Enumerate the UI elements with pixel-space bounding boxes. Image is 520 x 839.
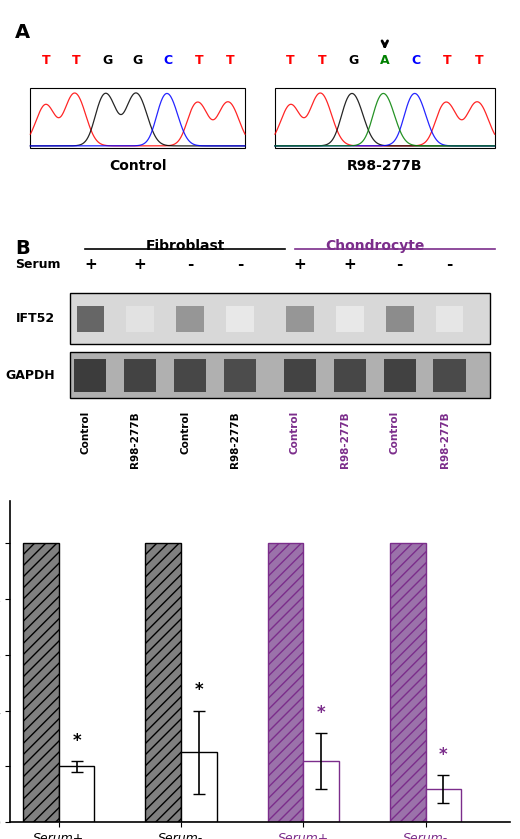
Text: G: G <box>133 54 143 67</box>
Bar <box>70 293 490 345</box>
Text: T: T <box>318 54 327 67</box>
Text: Fibroblast: Fibroblast <box>146 239 225 253</box>
Text: +: + <box>84 258 97 273</box>
Text: -: - <box>447 258 453 273</box>
Bar <box>174 358 206 392</box>
Bar <box>124 358 157 392</box>
Text: -: - <box>237 258 243 273</box>
Bar <box>425 789 461 822</box>
Bar <box>384 358 416 392</box>
Text: R98-277B: R98-277B <box>440 411 450 468</box>
Text: Chondrocyte: Chondrocyte <box>325 239 424 253</box>
Bar <box>76 306 104 331</box>
Text: IFT52: IFT52 <box>16 312 55 326</box>
Text: Control: Control <box>80 411 90 455</box>
Text: -: - <box>187 258 193 273</box>
Bar <box>334 358 366 392</box>
Text: Control: Control <box>290 411 300 455</box>
Text: A: A <box>380 54 389 67</box>
Bar <box>226 306 254 331</box>
Text: B: B <box>16 239 30 258</box>
Bar <box>224 358 256 392</box>
Bar <box>286 306 314 331</box>
Text: C: C <box>164 54 173 67</box>
Bar <box>390 543 425 822</box>
Text: *: * <box>72 732 81 750</box>
Text: A: A <box>16 23 31 42</box>
Text: G: G <box>348 54 359 67</box>
Bar <box>74 358 107 392</box>
Bar <box>268 543 303 822</box>
Bar <box>59 766 95 822</box>
Bar <box>434 358 466 392</box>
Text: R98-277B: R98-277B <box>347 159 423 173</box>
Bar <box>70 352 490 399</box>
Text: *: * <box>194 681 203 700</box>
Text: T: T <box>42 54 50 67</box>
Text: +: + <box>134 258 147 273</box>
Text: T: T <box>194 54 203 67</box>
Bar <box>146 543 181 822</box>
Text: T: T <box>225 54 234 67</box>
Bar <box>23 543 59 822</box>
Text: GAPDH: GAPDH <box>6 369 55 382</box>
Bar <box>126 306 154 331</box>
Text: T: T <box>475 54 483 67</box>
Bar <box>275 87 495 148</box>
Text: +: + <box>294 258 306 273</box>
Text: *: * <box>439 746 448 763</box>
Text: T: T <box>72 54 81 67</box>
Bar <box>303 761 339 822</box>
Text: Serum: Serum <box>15 258 60 271</box>
Text: R98-277B: R98-277B <box>340 411 350 468</box>
Bar <box>181 753 217 822</box>
Bar <box>336 306 363 331</box>
Text: *: * <box>317 704 326 722</box>
Text: R98-277B: R98-277B <box>130 411 140 468</box>
Bar <box>386 306 413 331</box>
Text: +: + <box>344 258 356 273</box>
Text: R98-277B: R98-277B <box>230 411 240 468</box>
Bar <box>30 87 245 148</box>
Bar <box>176 306 204 331</box>
Bar <box>436 306 463 331</box>
Text: T: T <box>287 54 295 67</box>
Text: Control: Control <box>390 411 400 455</box>
Text: Control: Control <box>109 159 166 173</box>
Text: C: C <box>412 54 421 67</box>
Text: G: G <box>102 54 112 67</box>
Text: Control: Control <box>180 411 190 455</box>
Text: T: T <box>443 54 452 67</box>
Bar <box>284 358 316 392</box>
Text: -: - <box>397 258 403 273</box>
